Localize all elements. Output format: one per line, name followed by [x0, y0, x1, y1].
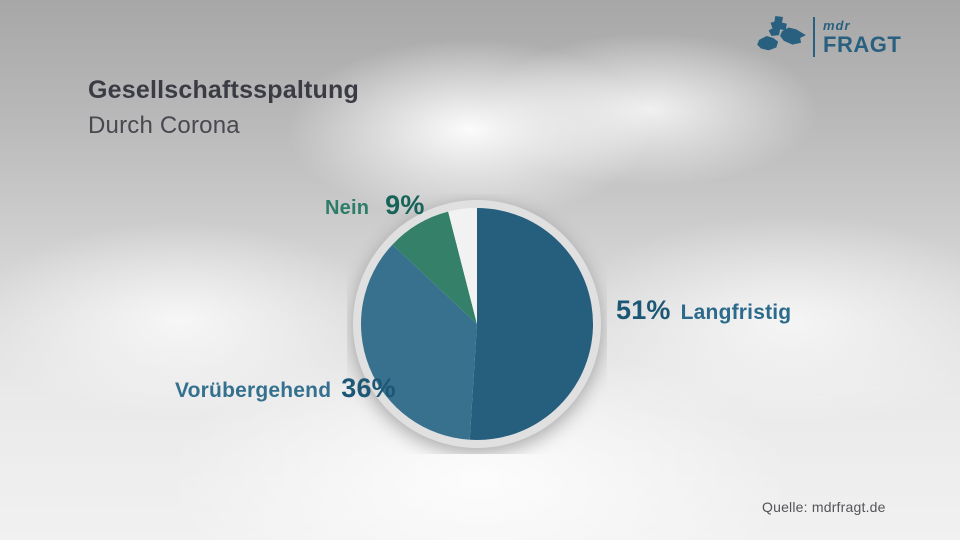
slice-name-nein: Nein: [325, 197, 370, 219]
slice-label-voruebergehend: Vorübergehend 36%: [175, 373, 396, 404]
logo: mdr FRAGT: [757, 16, 901, 58]
title-block: Gesellschaftsspaltung Durch Corona: [88, 76, 359, 140]
page-title: Gesellschaftsspaltung: [88, 76, 359, 104]
source-note: Quelle: mdrfragt.de: [762, 499, 886, 515]
logo-wordmark: mdr FRAGT: [823, 19, 901, 56]
pie-chart-svg: [353, 200, 601, 448]
slice-label-langfristig: 51% Langfristig: [616, 295, 791, 326]
slice-label-nein: Nein 9%: [325, 190, 425, 221]
logo-divider: [813, 17, 815, 57]
pie-slice-rest: [448, 208, 477, 324]
mdr-region-map-icon: [757, 16, 806, 51]
pie-slice-nein: [392, 211, 477, 324]
page-subtitle: Durch Corona: [88, 112, 240, 139]
logo-script-text: mdr: [823, 17, 851, 33]
slice-name-voruebergehend: Vorübergehend: [175, 379, 332, 402]
slice-name-langfristig: Langfristig: [680, 301, 792, 324]
pie-slice-vorübergehend: [360, 244, 477, 440]
pie-chart: [347, 194, 607, 454]
slice-value-nein: 9%: [385, 190, 425, 220]
pie-slice-langfristig: [469, 208, 594, 440]
slice-value-voruebergehend: 36%: [341, 373, 396, 403]
logo-main-text: FRAGT: [823, 31, 902, 57]
slice-value-langfristig: 51%: [616, 295, 671, 325]
